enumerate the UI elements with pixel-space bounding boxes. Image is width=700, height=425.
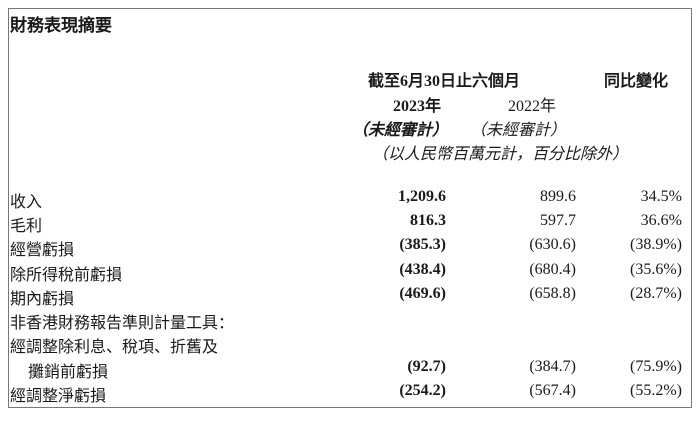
change-header: 同比變化: [604, 73, 669, 90]
value-2022: (567.4): [529, 382, 576, 399]
unit-note: （以人民幣百萬元計，百分比除外）: [372, 146, 629, 163]
row-label: 收入: [10, 194, 43, 211]
value-2023: (385.3): [399, 236, 446, 253]
value-2022: 597.7: [540, 212, 576, 229]
value-2022: (630.6): [529, 236, 576, 253]
table-title: 財務表現摘要: [10, 16, 112, 36]
table-row: 期內虧損 (469.6) (658.8) (28.7%): [10, 285, 682, 309]
table-row: 非香港財務報告準則計量工具：: [10, 309, 682, 333]
yoy-change: (35.6%): [630, 261, 682, 278]
yoy-change: (38.9%): [630, 236, 682, 253]
value-2022: 899.6: [540, 188, 576, 205]
row-label: 經營虧損: [10, 242, 75, 259]
year-current-header: 2023年: [393, 98, 442, 115]
value-2023: (438.4): [399, 261, 446, 278]
value-2022: (384.7): [529, 358, 576, 375]
yoy-change: 34.5%: [640, 188, 682, 205]
yoy-change: (28.7%): [630, 285, 682, 302]
table-row: 經調整除利息、稅項、折舊及: [10, 333, 682, 357]
table-row: 毛利 816.3 597.7 36.6%: [10, 212, 682, 236]
yoy-change: (75.9%): [630, 358, 682, 375]
value-2022: (658.8): [529, 285, 576, 302]
audit-prior-note: （未經審計）: [470, 122, 567, 139]
table-row: 經調整淨虧損 (254.2) (567.4) (55.2%): [10, 382, 682, 406]
value-2022: (680.4): [529, 261, 576, 278]
row-label: 毛利: [10, 218, 43, 235]
table-row: 經營虧損 (385.3) (630.6) (38.9%): [10, 236, 682, 260]
row-label: 經調整淨虧損: [10, 388, 107, 405]
financial-summary-table: [8, 8, 692, 408]
value-2023: (469.6): [399, 285, 446, 302]
period-header: 截至6月30日止六個月: [368, 73, 521, 90]
row-label: 攤銷前虧損: [28, 364, 109, 381]
yoy-change: (55.2%): [630, 382, 682, 399]
table-row: 攤銷前虧損 (92.7) (384.7) (75.9%): [10, 358, 682, 382]
row-label: 除所得稅前虧損: [10, 267, 123, 284]
row-label: 非香港財務報告準則計量工具：: [10, 315, 235, 332]
value-2023: (254.2): [399, 382, 446, 399]
row-label: 期內虧損: [10, 291, 75, 308]
value-2023: 1,209.6: [398, 188, 446, 205]
row-label: 經調整除利息、稅項、折舊及: [10, 339, 219, 356]
audit-current-note: （未經審計）: [352, 122, 449, 139]
value-2023: 816.3: [410, 212, 446, 229]
value-2023: (92.7): [407, 358, 446, 375]
table-row: 除所得稅前虧損 (438.4) (680.4) (35.6%): [10, 261, 682, 285]
year-prior-header: 2022年: [508, 98, 557, 115]
yoy-change: 36.6%: [640, 212, 682, 229]
table-row: 收入 1,209.6 899.6 34.5%: [10, 188, 682, 212]
